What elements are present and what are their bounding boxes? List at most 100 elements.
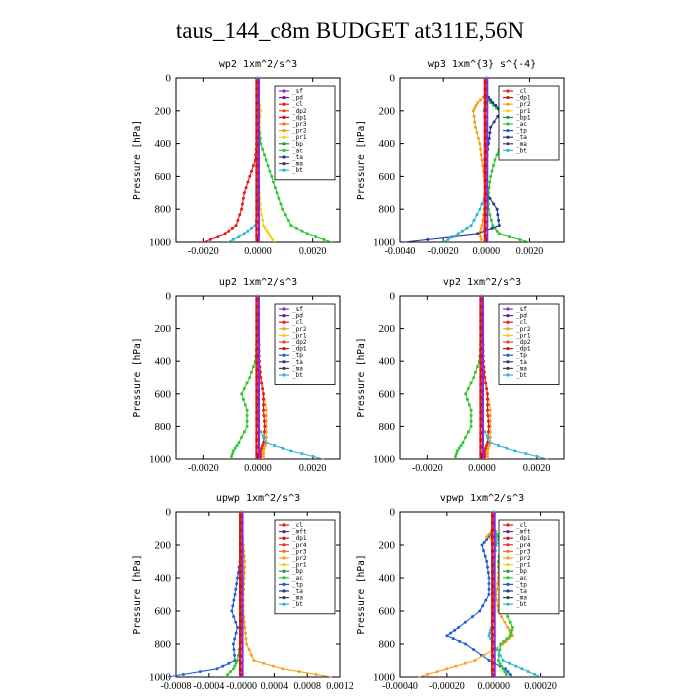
- y-tick-label: 400: [155, 573, 172, 585]
- series-point-near-zero: [483, 129, 488, 133]
- series-point-ac: [464, 392, 468, 396]
- y-tick-label: 200: [379, 105, 396, 117]
- series-point-cl: [486, 441, 489, 445]
- legend-label-ma: _ma: [516, 365, 527, 372]
- series-point-pr2: [473, 106, 477, 110]
- series-point-pr2: [486, 452, 489, 456]
- series-point-near-zero: [255, 424, 259, 428]
- legend-label-ta: _ta: [292, 154, 303, 161]
- series-point-ac: [286, 218, 290, 222]
- legend-label-tp: _tp: [516, 581, 527, 588]
- series-point-ac: [487, 186, 491, 190]
- legend-marker-tp: [506, 353, 510, 357]
- legend-marker-ma: [506, 596, 510, 600]
- series-point-cl: [263, 424, 267, 428]
- series-point-near-zero: [491, 563, 495, 567]
- series-point-ta: [476, 232, 480, 236]
- series-point-tp: [231, 604, 235, 608]
- series-point-ac: [283, 213, 287, 217]
- series-point-bt: [465, 226, 469, 230]
- series-point-near-zero: [238, 640, 243, 644]
- series-point-near-zero: [479, 347, 483, 351]
- series-point-bt: [520, 667, 524, 671]
- series-point-near-zero: [483, 143, 488, 147]
- y-tick-label: 1000: [373, 454, 396, 466]
- legend-label-pr2: _pr2: [292, 326, 307, 333]
- series-point-ac: [305, 232, 309, 236]
- series-point-near-zero: [238, 542, 243, 546]
- legend-marker-ac: [506, 576, 510, 580]
- series-point-pr2: [473, 659, 477, 662]
- series-point-near-zero: [255, 192, 259, 196]
- legend-marker-bt: [506, 148, 510, 152]
- series-point-bt: [259, 430, 263, 434]
- series-point-near-zero: [479, 424, 483, 428]
- series-point-near-zero: [238, 577, 243, 581]
- series-point-near-zero: [238, 654, 243, 658]
- legend-marker-pd: [506, 314, 510, 318]
- x-tick-label: 0.0020: [523, 463, 551, 474]
- series-point-bt: [231, 237, 235, 241]
- series-point-bt: [311, 454, 315, 458]
- series-line-ac: [454, 296, 483, 460]
- series-point-tp: [233, 593, 237, 596]
- legend-marker-ma: [282, 366, 286, 370]
- legend-marker-pr2: [282, 327, 286, 331]
- series-point-ac: [235, 444, 239, 447]
- y-tick-label: 800: [155, 421, 172, 433]
- legend-label-pr3: _pr3: [292, 548, 307, 555]
- x-tick-label: 0.0000: [473, 246, 501, 257]
- series-point-bt: [264, 441, 268, 445]
- y-tick-label: 800: [379, 639, 396, 651]
- legend-label-pr2: _pr2: [516, 326, 531, 333]
- legend-label-bt: _bt: [292, 601, 303, 608]
- legend-marker-dp1: [506, 96, 510, 100]
- legend-marker-dp1: [506, 347, 510, 351]
- series-point-bt: [505, 446, 509, 450]
- series-point-cl: [486, 397, 489, 401]
- series-point-ac: [231, 667, 235, 671]
- series-point-ac: [233, 664, 237, 668]
- series-point-near-zero: [255, 213, 259, 217]
- series-point-cl: [246, 180, 250, 184]
- y-tick-label: 200: [155, 540, 172, 552]
- series-point-bt: [446, 237, 450, 241]
- series-point-ac: [281, 207, 285, 211]
- series-point-pr2: [473, 120, 477, 124]
- series-point-near-zero: [255, 136, 259, 140]
- series-point-pr2: [506, 626, 510, 629]
- series-point-near-zero: [483, 227, 488, 231]
- legend-label-cl: _cl: [516, 319, 527, 326]
- series-point-ac: [231, 452, 234, 456]
- series-point-bt: [246, 229, 250, 233]
- series-point-pr2: [487, 444, 491, 447]
- legend-label-dp1: _dp1: [516, 346, 531, 353]
- series-point-near-zero: [491, 640, 495, 644]
- series-point-tp: [478, 609, 482, 613]
- series-point-bt: [524, 452, 528, 456]
- series-point-ac: [240, 392, 244, 396]
- series-point-ac: [489, 101, 493, 105]
- series-point-bt: [487, 634, 491, 638]
- legend-marker-ta: [282, 360, 286, 364]
- series-point-tp: [482, 549, 486, 553]
- legend-marker-cl: [282, 102, 286, 106]
- series-point-bt: [495, 648, 499, 652]
- series-point-cl: [262, 397, 265, 401]
- series-point-ac: [226, 672, 230, 676]
- series-point-pr2: [503, 620, 507, 624]
- chart-title: vp2 1xm^2/s^3: [443, 277, 521, 288]
- series-point-tp: [233, 653, 236, 657]
- legend-label-ta: _ta: [292, 588, 303, 595]
- series-point-near-zero: [479, 417, 483, 421]
- legend-marker-bp1: [506, 115, 510, 119]
- series-point-pr2: [486, 446, 490, 450]
- x-tick-label: -0.0020: [428, 246, 459, 257]
- series-point-tp: [472, 648, 476, 652]
- legend-marker-ma: [282, 162, 286, 166]
- series-point-pr2: [262, 449, 265, 453]
- series-point-ac: [504, 672, 508, 676]
- series-point-near-zero: [483, 115, 488, 119]
- series-point-pr2: [252, 659, 256, 662]
- series-point-ac: [270, 174, 274, 178]
